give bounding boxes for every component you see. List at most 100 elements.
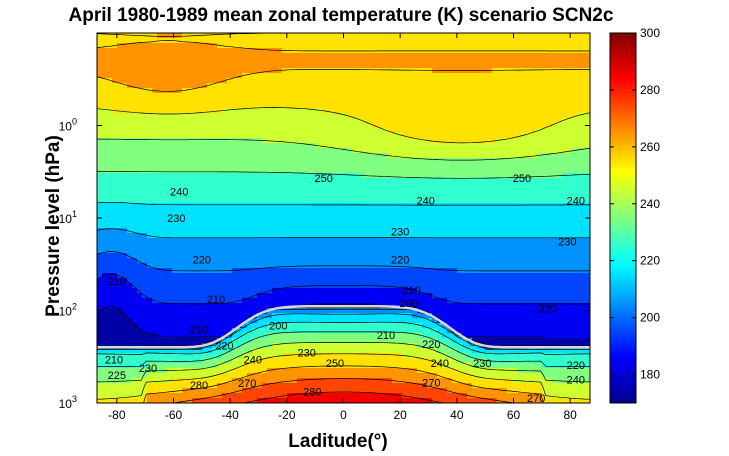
- field-cell: [332, 223, 338, 229]
- field-cell: [407, 243, 413, 249]
- field-cell: [467, 73, 473, 79]
- field-cell: [557, 203, 563, 209]
- field-cell: [282, 283, 288, 289]
- field-cell: [532, 278, 538, 284]
- field-cell: [252, 63, 258, 69]
- field-cell: [437, 93, 443, 99]
- field-cell: [457, 113, 463, 119]
- field-cell: [452, 113, 458, 119]
- field-cell: [412, 133, 418, 139]
- field-cell: [397, 83, 403, 89]
- field-cell: [582, 238, 588, 244]
- field-cell: [217, 93, 223, 99]
- field-cell: [132, 73, 138, 79]
- field-cell: [287, 188, 293, 194]
- field-cell: [552, 168, 558, 174]
- field-cell: [402, 58, 408, 64]
- field-cell: [507, 253, 513, 259]
- field-cell: [277, 78, 283, 84]
- field-cell: [577, 193, 583, 199]
- field-cell: [152, 228, 158, 234]
- field-cell: [522, 193, 528, 199]
- field-cell: [292, 68, 298, 74]
- field-cell: [347, 108, 353, 114]
- field-cell: [122, 93, 128, 99]
- field-cell: [352, 78, 358, 84]
- field-cell: [532, 168, 538, 174]
- field-cell: [502, 53, 508, 59]
- field-cell: [162, 68, 168, 74]
- field-cell: [217, 183, 223, 189]
- field-cell: [242, 88, 248, 94]
- field-cell: [377, 73, 383, 79]
- field-cell: [562, 248, 568, 254]
- field-cell: [477, 208, 483, 214]
- field-cell: [507, 228, 513, 234]
- field-cell: [202, 233, 208, 239]
- field-cell: [372, 218, 378, 224]
- field-cell: [212, 138, 218, 144]
- field-cell: [517, 73, 523, 79]
- field-cell: [462, 253, 468, 259]
- field-cell: [487, 103, 493, 109]
- field-cell: [342, 138, 348, 144]
- field-cell: [202, 133, 208, 139]
- field-cell: [472, 173, 478, 179]
- field-cell: [252, 58, 258, 64]
- field-cell: [532, 138, 538, 144]
- field-cell: [132, 38, 138, 44]
- field-cell: [492, 108, 498, 114]
- field-cell: [542, 173, 548, 179]
- field-cell: [192, 113, 198, 119]
- field-cell: [182, 108, 188, 114]
- field-cell: [377, 33, 383, 39]
- field-cell: [487, 188, 493, 194]
- field-cell: [567, 73, 573, 79]
- field-cell: [327, 198, 333, 204]
- field-cell: [542, 93, 548, 99]
- field-cell: [537, 238, 543, 244]
- field-cell: [532, 88, 538, 94]
- field-cell: [192, 103, 198, 109]
- field-cell: [247, 123, 253, 129]
- field-cell: [307, 178, 313, 184]
- field-cell: [497, 228, 503, 234]
- field-cell: [207, 193, 213, 199]
- field-cell: [117, 178, 123, 184]
- field-cell: [507, 98, 513, 104]
- field-cell: [237, 248, 243, 254]
- field-cell: [522, 203, 528, 209]
- field-cell: [247, 143, 253, 149]
- field-cell: [352, 213, 358, 219]
- field-cell: [212, 243, 218, 249]
- field-cell: [317, 103, 323, 109]
- field-cell: [432, 218, 438, 224]
- field-cell: [332, 213, 338, 219]
- field-cell: [197, 153, 203, 159]
- field-cell: [487, 263, 493, 269]
- field-cell: [182, 88, 188, 94]
- field-cell: [472, 218, 478, 224]
- field-cell: [562, 43, 568, 49]
- field-cell: [392, 203, 398, 209]
- field-cell: [377, 53, 383, 59]
- field-cell: [552, 83, 558, 89]
- field-cell: [132, 158, 138, 164]
- field-cell: [387, 263, 393, 269]
- field-cell: [307, 243, 313, 249]
- field-cell: [522, 168, 528, 174]
- field-cell: [507, 173, 513, 179]
- field-cell: [347, 163, 353, 169]
- field-cell: [567, 58, 573, 64]
- field-cell: [547, 198, 553, 204]
- field-cell: [452, 243, 458, 249]
- field-cell: [492, 253, 498, 259]
- field-cell: [452, 223, 458, 229]
- field-cell: [492, 88, 498, 94]
- field-cell: [142, 78, 148, 84]
- field-cell: [357, 188, 363, 194]
- field-cell: [252, 248, 258, 254]
- field-cell: [242, 73, 248, 79]
- field-cell: [402, 233, 408, 239]
- field-cell: [442, 183, 448, 189]
